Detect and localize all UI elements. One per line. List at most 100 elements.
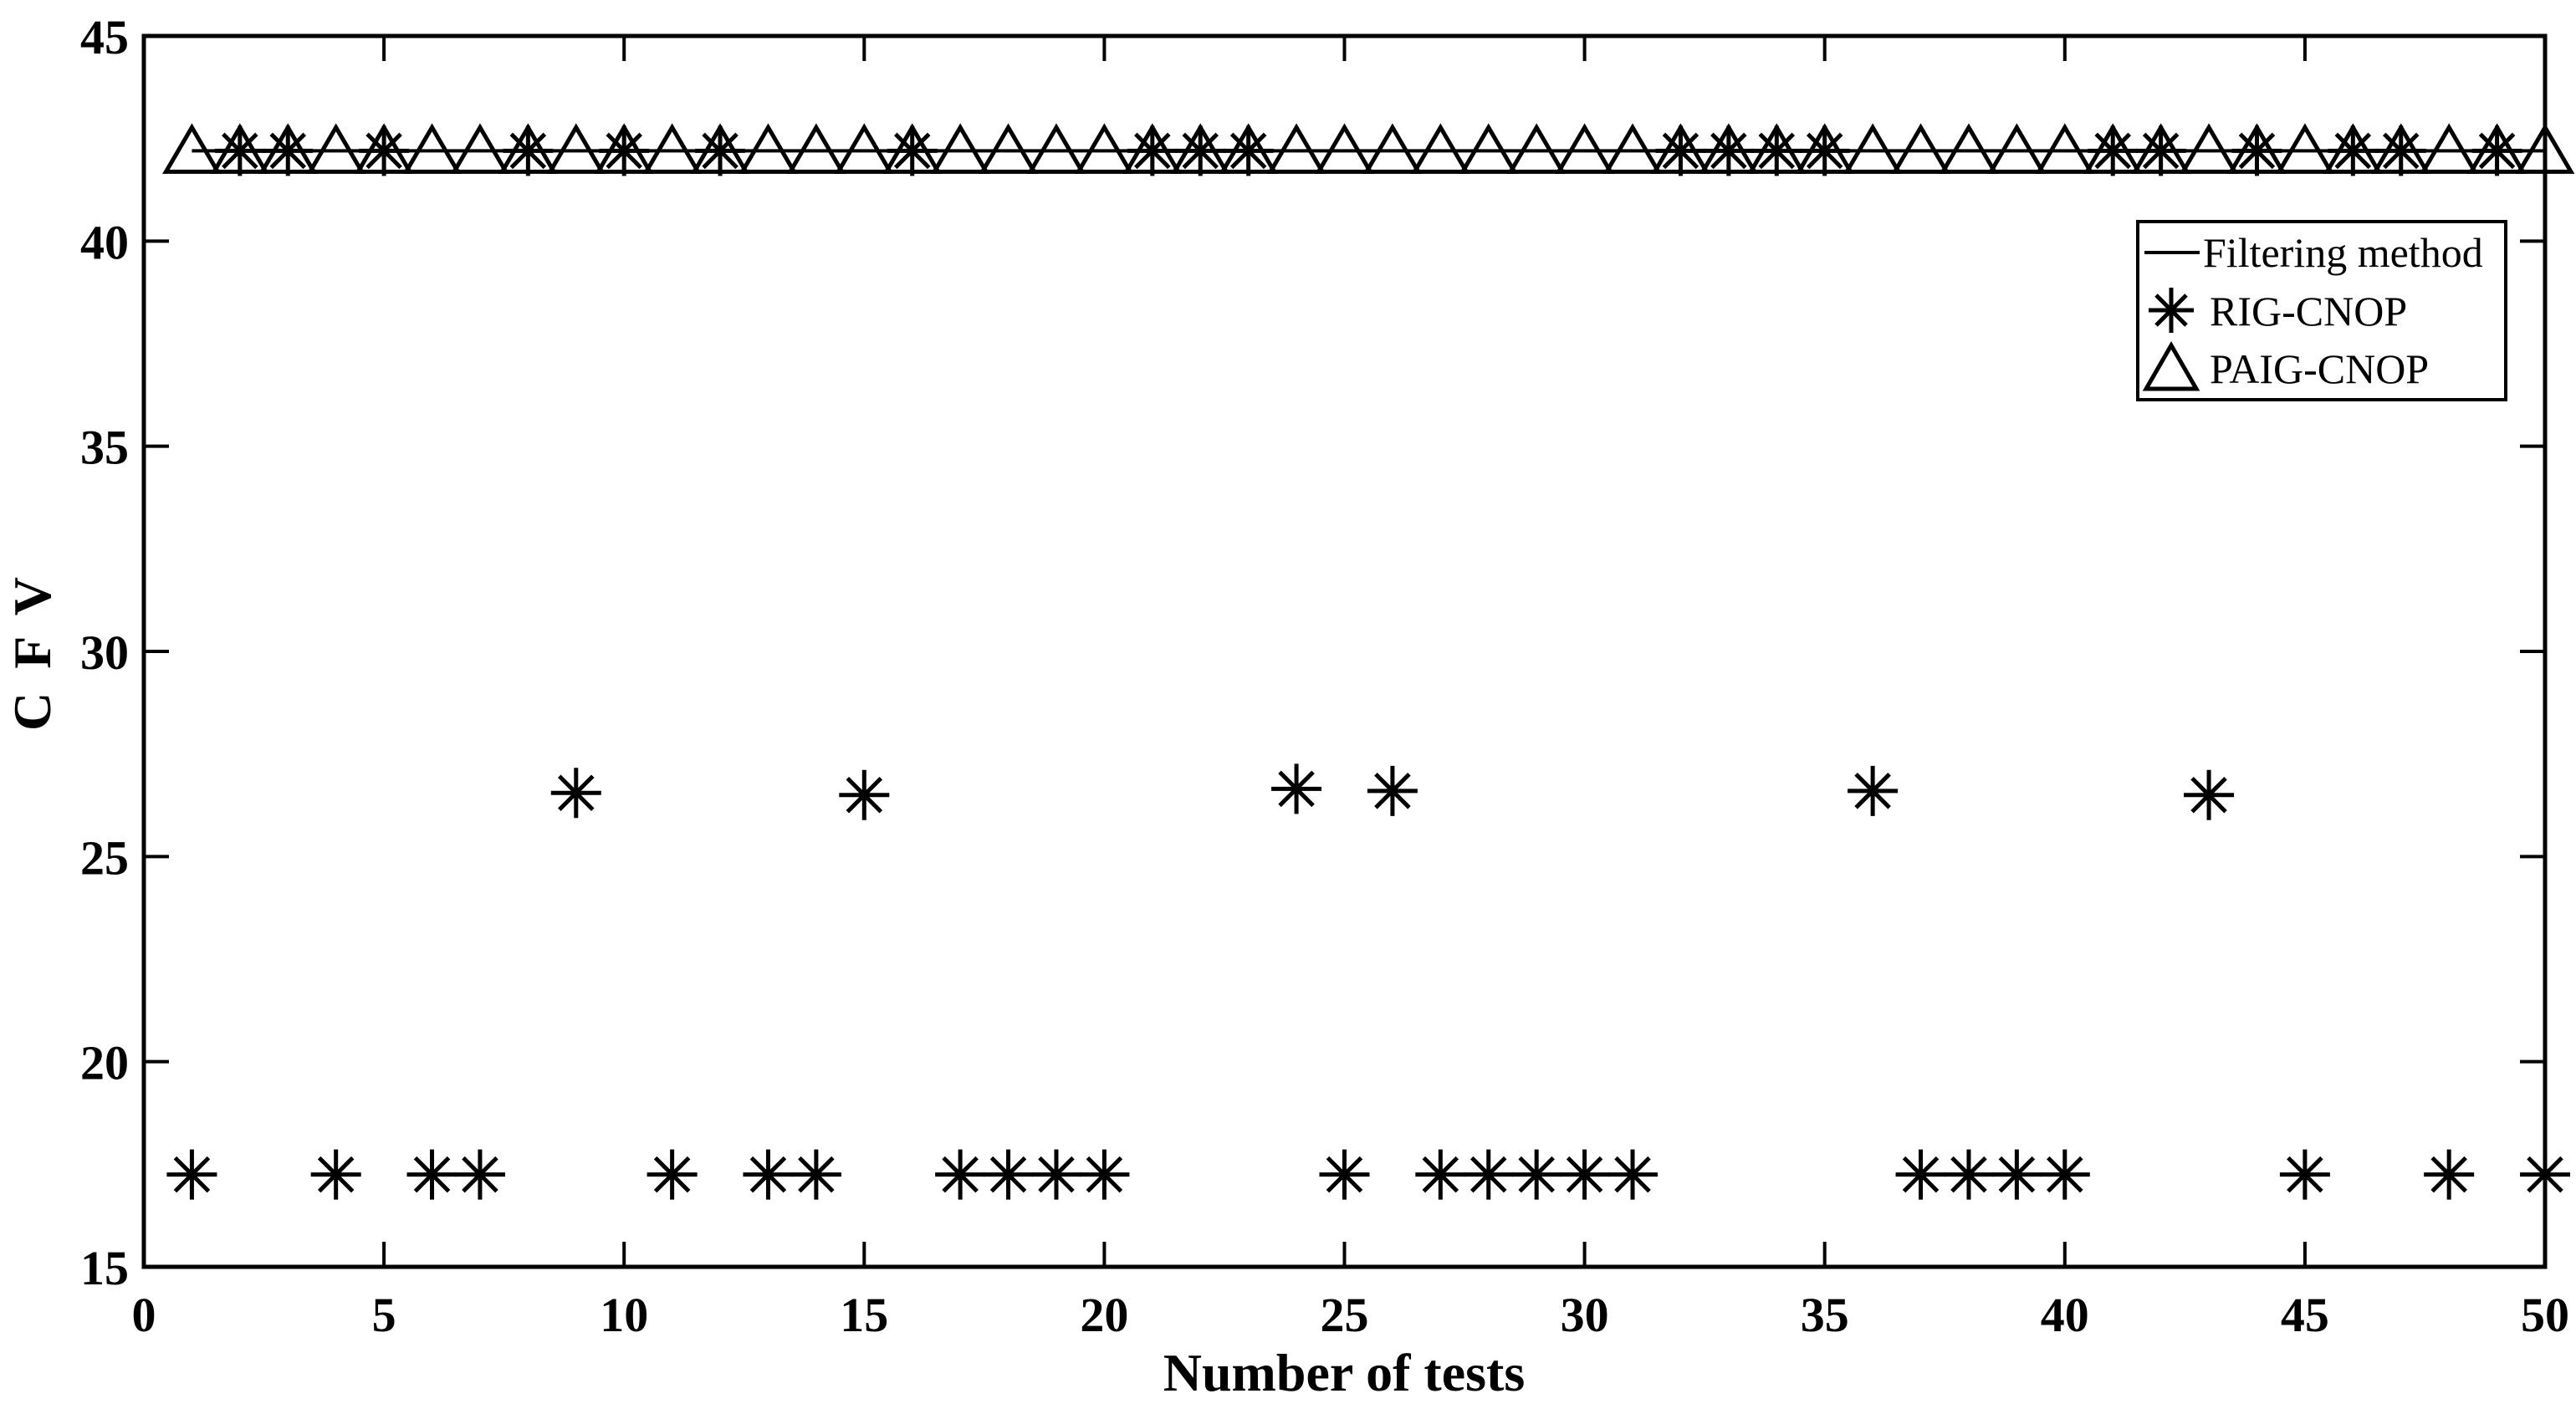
y-tick-label: 45 (80, 10, 129, 64)
paig-cnop-marker (2323, 123, 2383, 174)
rig-cnop-marker (1895, 1149, 1946, 1200)
rig-cnop-marker (1799, 125, 1850, 176)
paig-cnop-marker (1026, 123, 1086, 174)
rig-cnop-marker (839, 769, 890, 820)
legend-label-filtering-method: Filtering method (2203, 229, 2483, 276)
rig-cnop-marker (550, 768, 601, 819)
rig-cnop-marker (1751, 125, 1802, 176)
rig-cnop-marker (887, 125, 938, 176)
x-tick-label: 25 (1321, 1288, 1369, 1342)
rig-cnop-marker (2328, 125, 2379, 176)
rig-cnop-marker (1511, 1149, 1562, 1200)
rig-cnop-marker (2471, 125, 2522, 176)
rig-cnop-marker (1175, 125, 1226, 176)
paig-cnop-marker (450, 123, 510, 174)
rig-cnop-marker (1848, 765, 1899, 816)
rig-cnop-marker (2279, 1149, 2330, 1200)
axis-ticks: 0 5 10 15 20 25 30 35 40 45 50 15 20 25 30 35 40 45 (80, 10, 2569, 1342)
y-tick-label: 20 (80, 1036, 129, 1090)
paig-cnop-marker (1939, 123, 1999, 174)
paig-cnop-marker (2227, 123, 2287, 174)
x-tick-label: 30 (1561, 1288, 1609, 1342)
rig-cnop-marker (1079, 1149, 1130, 1200)
paig-cnop-marker (1410, 123, 1470, 174)
rig-cnop-marker (1463, 1149, 1514, 1200)
rig-cnop-marker (166, 1149, 217, 1200)
paig-cnop-marker (930, 123, 990, 174)
paig-cnop-marker (979, 123, 1038, 174)
x-tick-label: 10 (600, 1288, 648, 1342)
rig-cnop-marker (1127, 125, 1178, 176)
data-series (162, 123, 2575, 1200)
y-tick-label: 25 (80, 830, 129, 885)
rig-cnop-marker (1271, 763, 1322, 814)
paig-cnop-marker (690, 123, 750, 174)
paig-cnop-marker (739, 123, 798, 174)
paig-cnop-marker (306, 123, 366, 174)
rig-cnop-marker (2375, 125, 2426, 176)
rig-cnop-marker (1943, 1149, 1994, 1200)
paig-cnop-marker (1122, 123, 1183, 174)
rig-cnop-marker (406, 1149, 457, 1200)
x-tick-label: 20 (1080, 1288, 1128, 1342)
paig-cnop-marker (2035, 123, 2095, 174)
rig-cnop-marker (647, 1149, 698, 1200)
rig-cnop-marker (1655, 125, 1706, 176)
paig-cnop-marker (1506, 123, 1567, 174)
rig-cnop-marker (2424, 1149, 2475, 1200)
paig-cnop-marker (834, 123, 894, 174)
rig-cnop-marker (1415, 1149, 1466, 1200)
paig-cnop-marker (1843, 123, 1903, 174)
rig-cnop-marker (2231, 125, 2282, 176)
y-tick-label: 30 (80, 625, 129, 680)
paig-cnop-marker (1170, 123, 1230, 174)
rig-cnop-marker (1367, 765, 1418, 816)
legend-label-paig-cnop: PAIG-CNOP (2210, 345, 2429, 392)
x-tick-label: 45 (2281, 1288, 2329, 1342)
paig-cnop-marker (2275, 123, 2335, 174)
paig-cnop-marker (546, 123, 606, 174)
legend-label-rig-cnop: RIG-CNOP (2210, 288, 2407, 334)
legend-box: Filtering method RIG-CNOP PAIG-CNOP (2136, 220, 2507, 401)
y-tick-label: 40 (80, 215, 129, 269)
x-tick-label: 5 (372, 1288, 396, 1342)
rig-cnop-marker (743, 1149, 794, 1200)
rig-cnop-marker (1703, 125, 1754, 176)
x-tick-label: 0 (132, 1288, 156, 1342)
rig-cnop-marker (2088, 125, 2139, 176)
plot-border (141, 33, 2548, 1269)
paig-cnop-marker (1795, 123, 1855, 174)
paig-cnop-marker (1075, 123, 1134, 174)
paig-cnop-marker (258, 123, 318, 174)
legend-triangle-icon (2142, 340, 2200, 391)
y-tick-label: 35 (80, 421, 129, 475)
paig-cnop-marker (1602, 123, 1663, 174)
paig-cnop-marker (1987, 123, 2047, 174)
paig-cnop-marker (2179, 123, 2239, 174)
rig-cnop-marker (790, 1149, 841, 1200)
paig-cnop-marker (162, 123, 222, 174)
paig-cnop-marker (1555, 123, 1614, 174)
legend-asterisk-icon (2149, 288, 2194, 333)
paig-cnop-marker (786, 123, 846, 174)
paig-cnop-marker (1699, 123, 1759, 174)
paig-cnop-marker (642, 123, 702, 174)
paig-cnop-marker (1891, 123, 1950, 174)
paig-cnop-marker (1219, 123, 1279, 174)
rig-cnop-marker (263, 125, 314, 176)
paig-cnop-marker (354, 123, 414, 174)
rig-cnop-marker (2184, 769, 2235, 820)
x-tick-label: 35 (1801, 1288, 1849, 1342)
rig-cnop-marker (1030, 1149, 1081, 1200)
paig-cnop-marker (1746, 123, 1807, 174)
rig-cnop-marker (503, 125, 554, 176)
paig-cnop-marker (2467, 123, 2527, 174)
rig-cnop-marker (1319, 1149, 1370, 1200)
y-axis-label: C F V (3, 572, 62, 731)
paig-cnop-marker (2131, 123, 2190, 174)
y-tick-label: 15 (80, 1241, 129, 1295)
x-axis-label: Number of tests (1163, 1343, 1526, 1402)
paig-cnop-marker (882, 123, 943, 174)
paig-cnop-marker (402, 123, 462, 174)
